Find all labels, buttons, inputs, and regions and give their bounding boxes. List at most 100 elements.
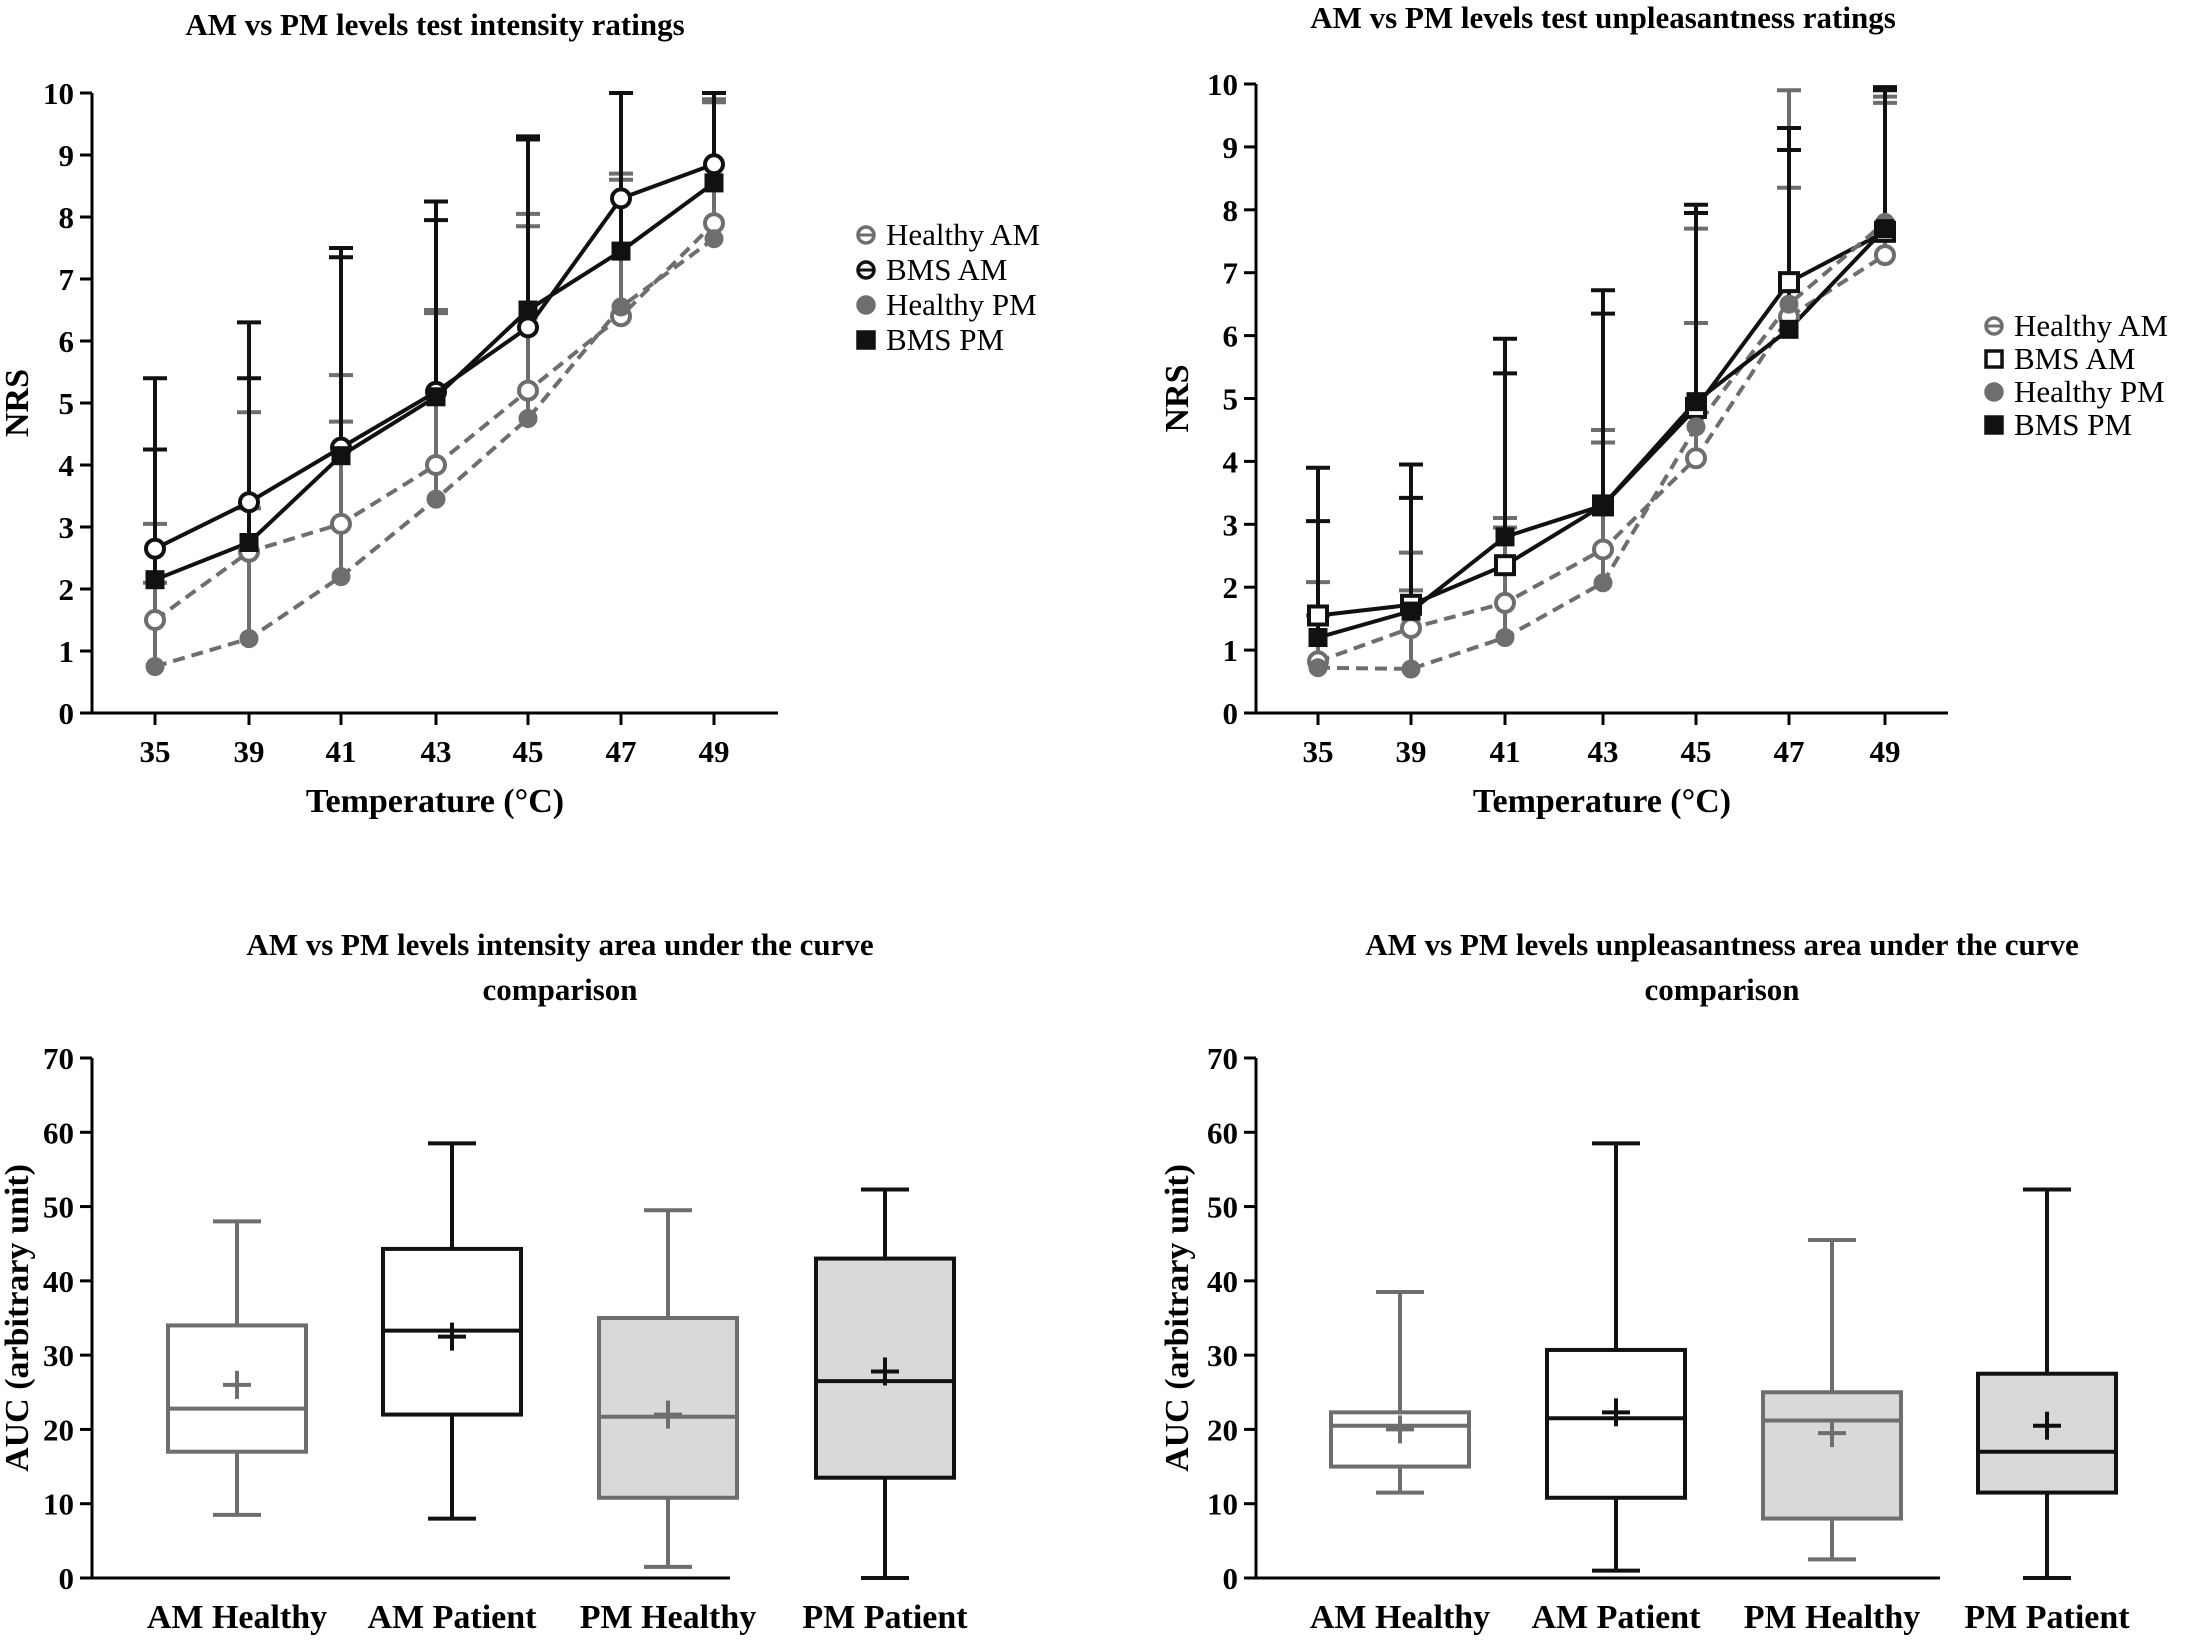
y-tick-label: 0 bbox=[59, 1561, 75, 1596]
y-tick-label: 50 bbox=[43, 1190, 74, 1225]
data-point bbox=[1400, 617, 1422, 640]
data-point bbox=[517, 316, 539, 339]
data-point bbox=[426, 489, 446, 509]
box-pm-healthy bbox=[597, 1208, 739, 1569]
data-point bbox=[704, 229, 724, 249]
y-axis-label: NRS bbox=[0, 369, 36, 437]
legend-marker bbox=[1984, 349, 2004, 369]
y-tick-label: 5 bbox=[59, 386, 75, 421]
x-category-label: AM Healthy bbox=[1310, 1599, 1490, 1636]
box-am-healthy bbox=[1329, 1290, 1471, 1495]
legend-marker bbox=[856, 295, 876, 315]
data-point bbox=[1875, 219, 1895, 239]
y-tick-label: 30 bbox=[43, 1338, 74, 1373]
data-point bbox=[518, 300, 538, 320]
y-tick-label: 20 bbox=[43, 1412, 74, 1447]
y-tick-label: 70 bbox=[1207, 1041, 1238, 1076]
data-point bbox=[1308, 658, 1328, 678]
y-tick-label: 10 bbox=[1207, 67, 1238, 102]
legend-label: Healthy PM bbox=[2014, 374, 2165, 409]
y-tick-label: 9 bbox=[1223, 130, 1239, 165]
y-tick-label: 7 bbox=[59, 262, 75, 297]
y-tick-label: 7 bbox=[1223, 256, 1239, 291]
y-tick-label: 2 bbox=[59, 572, 75, 607]
data-point bbox=[611, 297, 631, 317]
data-point bbox=[1401, 601, 1421, 621]
data-point bbox=[426, 387, 446, 407]
data-point bbox=[144, 609, 166, 631]
legend-item: Healthy AM bbox=[856, 217, 1040, 252]
y-axis-label: AUC (arbitrary unit) bbox=[0, 1164, 36, 1472]
legend-label: Healthy PM bbox=[886, 287, 1037, 322]
x-tick-label: 45 bbox=[1681, 734, 1712, 769]
y-tick-label: 10 bbox=[43, 76, 74, 111]
data-point bbox=[1778, 271, 1800, 294]
x-category-label: AM Patient bbox=[1531, 1599, 1701, 1636]
data-point bbox=[1494, 554, 1516, 577]
data-point bbox=[1593, 495, 1613, 515]
x-tick-label: 35 bbox=[1303, 734, 1334, 769]
data-point bbox=[704, 173, 724, 193]
chart-title: AM vs PM levels test intensity ratings bbox=[185, 7, 684, 42]
x-tick-label: 47 bbox=[606, 734, 637, 769]
data-point bbox=[1495, 527, 1515, 547]
y-tick-label: 20 bbox=[1207, 1412, 1238, 1447]
y-tick-label: 8 bbox=[59, 200, 75, 235]
chart-title-line2: comparison bbox=[1645, 972, 1800, 1007]
legend-label: BMS PM bbox=[886, 322, 1004, 357]
y-axis-label: AUC (arbitrary unit) bbox=[1159, 1164, 1196, 1472]
box-pm-patient bbox=[814, 1187, 956, 1580]
legend-item: Healthy PM bbox=[1984, 374, 2165, 409]
y-tick-label: 10 bbox=[43, 1487, 74, 1522]
x-category-label: PM Patient bbox=[802, 1599, 968, 1636]
line-chart-2: AM vs PM levels test unpleasantness rati… bbox=[1159, 0, 2168, 820]
data-point bbox=[1592, 538, 1614, 561]
legend-item: BMS AM bbox=[856, 252, 1007, 287]
y-tick-label: 0 bbox=[1223, 1561, 1239, 1596]
box-iqr bbox=[1761, 1390, 1903, 1521]
y-tick-label: 10 bbox=[1207, 1487, 1238, 1522]
y-axis-label: NRS bbox=[1159, 364, 1196, 432]
box-pm-patient bbox=[1976, 1187, 2118, 1580]
y-tick-label: 60 bbox=[43, 1115, 74, 1150]
legend-label: BMS AM bbox=[886, 252, 1007, 287]
x-axis-label: Temperature (°C) bbox=[1473, 783, 1731, 820]
y-tick-label: 60 bbox=[1207, 1115, 1238, 1150]
y-tick-label: 50 bbox=[1207, 1190, 1238, 1225]
line-chart-1: AM vs PM levels test intensity ratings 0 1… bbox=[0, 7, 1040, 820]
y-tick-label: 30 bbox=[1207, 1338, 1238, 1373]
legend-marker bbox=[1984, 415, 2004, 435]
x-tick-label: 35 bbox=[140, 734, 171, 769]
x-category-label: AM Patient bbox=[367, 1599, 537, 1636]
y-tick-label: 8 bbox=[1223, 193, 1239, 228]
data-point bbox=[145, 657, 165, 676]
y-tick-label: 1 bbox=[59, 634, 75, 669]
chart-title-line2: comparison bbox=[483, 972, 638, 1007]
legend-marker bbox=[856, 330, 876, 350]
x-tick-label: 41 bbox=[1490, 734, 1521, 769]
y-tick-label: 3 bbox=[1223, 507, 1239, 542]
y-tick-label: 6 bbox=[59, 324, 75, 359]
y-tick-label: 0 bbox=[59, 696, 75, 731]
legend-item: Healthy AM bbox=[1984, 308, 2168, 343]
data-point bbox=[1686, 417, 1706, 437]
y-tick-label: 9 bbox=[59, 138, 75, 173]
legend-item: Healthy PM bbox=[856, 287, 1037, 322]
data-point bbox=[425, 454, 447, 476]
legend-label: Healthy AM bbox=[2014, 308, 2168, 343]
box-iqr bbox=[597, 1316, 739, 1500]
box-am-patient bbox=[1545, 1141, 1687, 1573]
data-point bbox=[518, 409, 538, 428]
data-point bbox=[1307, 604, 1329, 627]
x-tick-label: 39 bbox=[1396, 734, 1427, 769]
data-point bbox=[1401, 659, 1421, 679]
data-point bbox=[1779, 294, 1799, 314]
legend-label: BMS AM bbox=[2014, 341, 2135, 376]
x-tick-label: 43 bbox=[421, 734, 452, 769]
y-tick-label: 4 bbox=[1223, 444, 1239, 479]
legend-marker bbox=[1984, 382, 2004, 402]
data-point bbox=[517, 379, 539, 402]
